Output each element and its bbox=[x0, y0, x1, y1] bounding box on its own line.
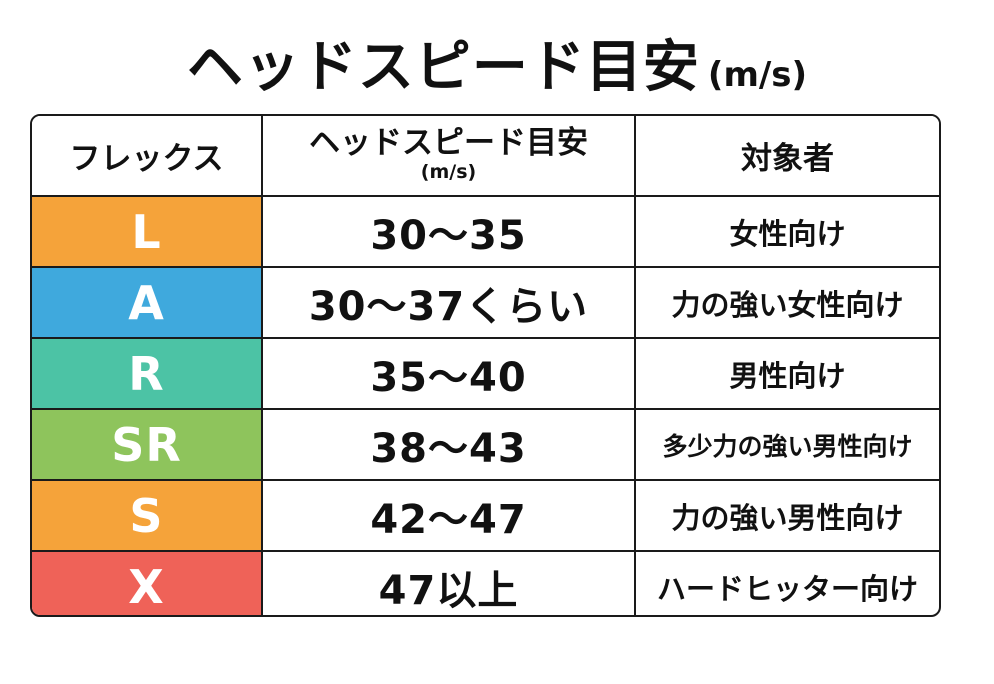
header-speed: ヘッドスピード目安 (m/s) bbox=[261, 116, 636, 197]
flex-cell: R bbox=[32, 337, 263, 410]
flex-cell: X bbox=[32, 550, 263, 615]
title-main: ヘッドスピード目安 bbox=[186, 35, 700, 100]
speed-cell: 30～37くらい bbox=[261, 266, 636, 339]
header-flex: フレックス bbox=[32, 116, 263, 197]
table-row: R 35～40 男性向け bbox=[32, 337, 939, 410]
speed-cell: 30～35 bbox=[261, 195, 636, 268]
speed-cell: 38～43 bbox=[261, 408, 636, 481]
table-row: X 47以上 ハードヒッター向け bbox=[32, 550, 939, 615]
target-cell: 多少力の強い男性向け bbox=[634, 408, 939, 481]
page-title: ヘッドスピード目安 (m/s) bbox=[0, 22, 994, 103]
flex-cell: SR bbox=[32, 408, 263, 481]
target-cell: 力の強い女性向け bbox=[634, 266, 939, 339]
target-cell: 女性向け bbox=[634, 195, 939, 268]
target-cell: 力の強い男性向け bbox=[634, 479, 939, 552]
speed-cell: 42～47 bbox=[261, 479, 636, 552]
target-cell: 男性向け bbox=[634, 337, 939, 410]
table-header-row: フレックス ヘッドスピード目安 (m/s) 対象者 bbox=[32, 116, 939, 197]
header-speed-label: ヘッドスピード目安 bbox=[309, 124, 588, 161]
flex-table: フレックス ヘッドスピード目安 (m/s) 対象者 L 30～35 女性向け A… bbox=[32, 116, 939, 615]
flex-table-container: フレックス ヘッドスピード目安 (m/s) 対象者 L 30～35 女性向け A… bbox=[30, 114, 941, 617]
table-row: SR 38～43 多少力の強い男性向け bbox=[32, 408, 939, 481]
header-target: 対象者 bbox=[634, 116, 939, 197]
flex-cell: L bbox=[32, 195, 263, 268]
table-row: S 42～47 力の強い男性向け bbox=[32, 479, 939, 552]
table-row: A 30～37くらい 力の強い女性向け bbox=[32, 266, 939, 339]
flex-cell: S bbox=[32, 479, 263, 552]
flex-cell: A bbox=[32, 266, 263, 339]
speed-cell: 35～40 bbox=[261, 337, 636, 410]
header-speed-unit: (m/s) bbox=[420, 160, 477, 183]
table-row: L 30～35 女性向け bbox=[32, 195, 939, 268]
target-cell: ハードヒッター向け bbox=[634, 550, 939, 615]
title-unit: (m/s) bbox=[707, 55, 808, 95]
speed-cell: 47以上 bbox=[261, 550, 636, 615]
